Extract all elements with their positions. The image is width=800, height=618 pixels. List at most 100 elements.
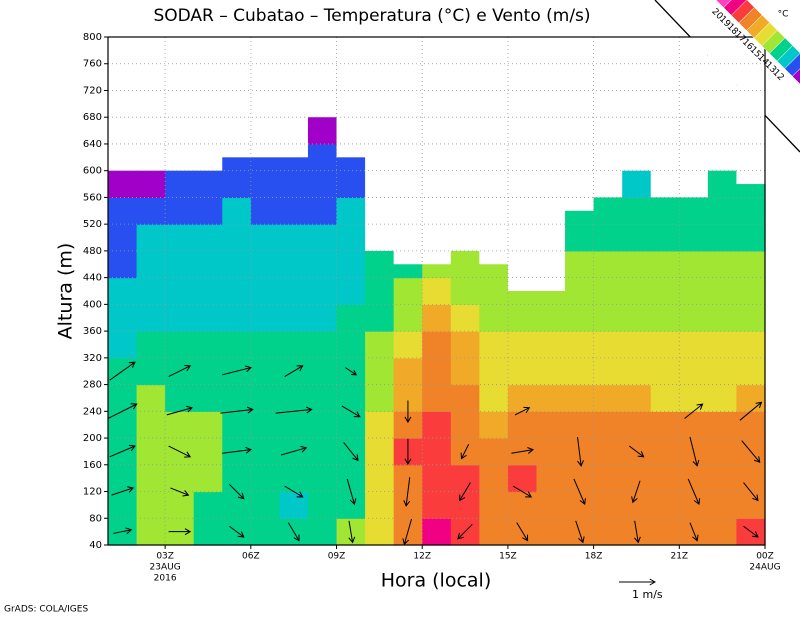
y-tick-label: 640 [83, 139, 102, 150]
temperature-cell [679, 491, 709, 519]
wind-vector [628, 445, 645, 458]
data-ceiling [707, 37, 737, 171]
temperature-cell [393, 304, 423, 332]
temperature-cell [222, 384, 252, 412]
temperature-cell [565, 224, 595, 252]
data-ceiling [365, 37, 394, 251]
temperature-cell [250, 250, 280, 279]
temperature-cell [136, 250, 166, 279]
temperature-cell [136, 304, 166, 332]
temperature-cell [165, 491, 195, 519]
temperature-cell [507, 491, 538, 519]
temperature-cell [193, 357, 223, 386]
temperature-cell [307, 143, 338, 172]
temperature-cell [622, 491, 652, 519]
data-ceiling [679, 37, 708, 198]
temperature-cell [593, 491, 623, 519]
temperature-cell [622, 197, 652, 225]
wind-vector [511, 447, 534, 454]
temperature-cell [307, 277, 338, 305]
temperature-cell [222, 250, 252, 279]
temperature-cell [422, 464, 452, 493]
temperature-cell [307, 170, 338, 199]
wind-vector [228, 483, 245, 500]
temperature-cell [507, 464, 538, 493]
temperature-cell [336, 197, 366, 225]
temperature-cell [136, 384, 166, 412]
temperature-cell [422, 357, 452, 386]
temperature-cell [479, 304, 509, 332]
temperature-cell [450, 331, 480, 359]
y-tick-label: 80 [89, 513, 102, 524]
temperature-cell [250, 357, 280, 386]
legend-swatch [715, 0, 732, 8]
temperature-cell [479, 464, 509, 493]
temperature-cell [365, 250, 395, 279]
temperature-cell [593, 384, 623, 412]
temperature-cell [679, 411, 709, 439]
temperature-cell [136, 464, 166, 493]
temperature-cell [450, 384, 480, 412]
temperature-cell [565, 250, 595, 279]
temperature-cell [593, 438, 623, 466]
temperature-cell [165, 250, 195, 279]
chart-title: SODAR – Cubatao – Temperatura (°C) e Ven… [153, 6, 590, 26]
temperature-cell [250, 411, 280, 439]
wind-vector [284, 365, 304, 378]
temperature-cell [279, 170, 309, 199]
wind-vector [634, 520, 641, 544]
temperature-cell [193, 224, 223, 252]
y-tick-label: 200 [83, 433, 102, 444]
wind-vector [275, 406, 313, 414]
wind-vector [743, 525, 759, 538]
wind-vector [739, 401, 763, 421]
wind-vector [689, 436, 700, 467]
footer: GrADS: COLA/IGES [4, 605, 88, 615]
temperature-cell [279, 224, 309, 252]
x-date-label: 2016 [154, 574, 177, 584]
temperature-cell [736, 491, 766, 519]
y-tick-label: 120 [83, 487, 102, 498]
y-tick-label: 760 [83, 59, 102, 70]
temperature-cell [307, 464, 338, 493]
temperature-cell [307, 250, 338, 279]
temperature-cell [193, 170, 223, 199]
y-tick-label: 800 [83, 32, 102, 43]
wind-vector [222, 365, 252, 376]
temperature-cell [279, 157, 309, 172]
temperature-cell [165, 464, 195, 493]
temperature-cell [193, 277, 223, 305]
temperature-cell [565, 411, 595, 439]
wind-key-label: 1 m/s [632, 588, 663, 601]
legend-swatch [784, 53, 800, 77]
wind-vector [743, 482, 759, 502]
temperature-cell [279, 491, 309, 519]
temperature-cell [593, 331, 623, 359]
temperature-cell [536, 304, 566, 332]
wind-vector [512, 485, 533, 498]
temperature-cell [136, 518, 166, 546]
temperature-cell [479, 384, 509, 412]
temperature-cell [707, 357, 738, 386]
temperature-cell [279, 250, 309, 279]
wind-vector [107, 403, 138, 419]
y-tick-label: 520 [83, 219, 102, 230]
temperature-cell [707, 197, 738, 225]
temperature-cell [307, 197, 338, 225]
temperature-cell [707, 438, 738, 466]
temperature-cell [707, 464, 738, 493]
x-date-label: 24AUG [749, 563, 780, 573]
temperature-cell [307, 357, 338, 386]
y-tick-label: 400 [83, 299, 102, 310]
temperature-cell [222, 331, 252, 359]
temperature-cell [250, 277, 280, 305]
temperature-cell [593, 357, 623, 386]
temperature-cell [736, 250, 766, 279]
temperature-cell [336, 304, 366, 332]
data-ceiling [650, 37, 680, 198]
temperature-cell [108, 277, 138, 305]
temperature-cell [679, 250, 709, 279]
y-tick-label: 680 [83, 112, 102, 123]
temperature-cell [336, 331, 366, 359]
temperature-cell [250, 384, 280, 412]
